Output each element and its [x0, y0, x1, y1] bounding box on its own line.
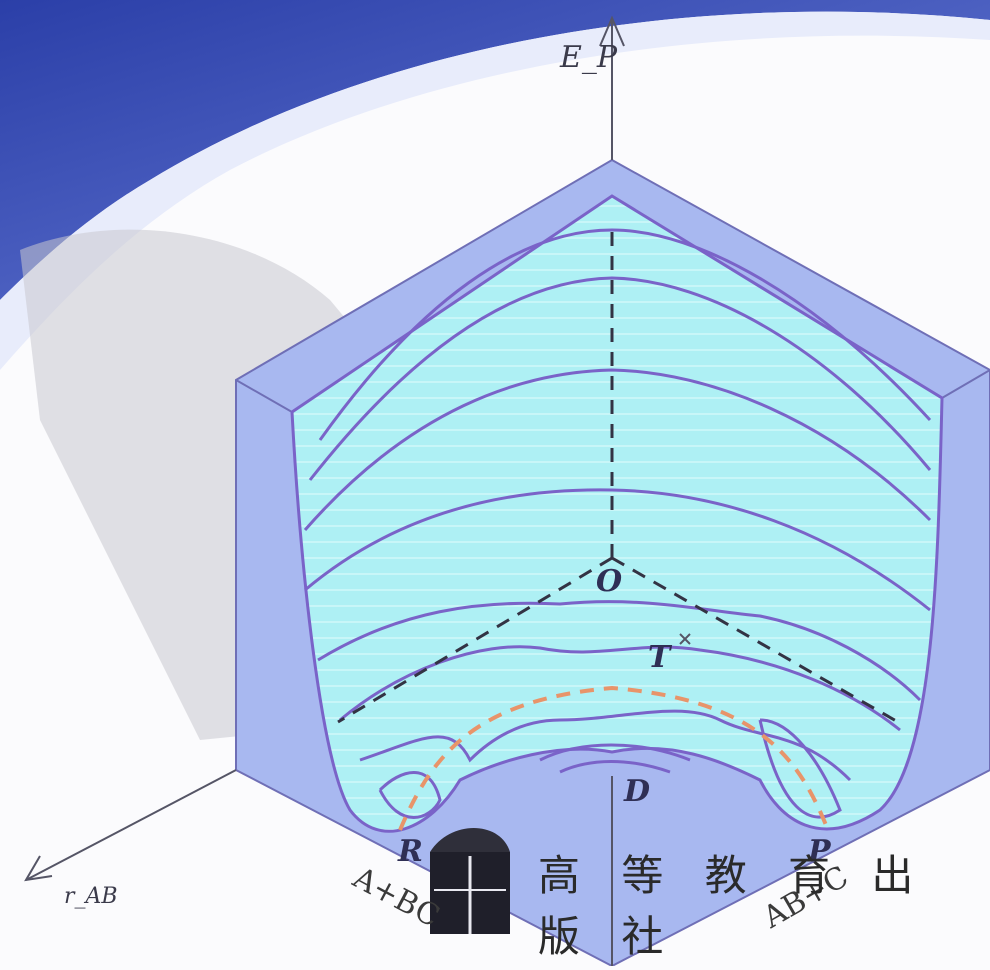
- background-swoosh: [0, 0, 990, 300]
- point-label-dissociation: D: [624, 774, 651, 809]
- point-label-product: P: [808, 834, 831, 869]
- publisher-name: 高 等 教 育 出 版 社: [538, 851, 928, 961]
- contour-line-10: [539, 743, 691, 762]
- contour-line-1: [318, 228, 932, 441]
- axis-left-arrow: [24, 855, 53, 882]
- point-label-reactant: R: [398, 834, 423, 869]
- contour-line-8: [378, 771, 442, 819]
- cube-edge-right: [941, 369, 990, 399]
- contour-line-7: [359, 709, 852, 782]
- axis-vertical-arrow: [599, 15, 625, 47]
- contour-line-4: [304, 488, 931, 612]
- dashed-coordinate-lines: [337, 232, 899, 724]
- contour-line-6: [339, 645, 901, 732]
- axis-label-rab: r_AB: [64, 884, 118, 909]
- contour-line-5: [317, 600, 922, 702]
- contour-line-2: [308, 276, 932, 481]
- transition-state-marker: [679, 633, 691, 645]
- axis-label-energy: E_P: [560, 40, 618, 75]
- dashed-right: [611, 556, 899, 724]
- axes: [24, 15, 625, 882]
- cube-edge-left: [235, 379, 293, 413]
- dashed-left: [337, 556, 613, 724]
- axis-left: [25, 769, 237, 881]
- contour-line-11: [559, 760, 671, 774]
- point-label-origin: O: [596, 564, 623, 599]
- potential-surface: [290, 194, 944, 833]
- contour-line-9: [758, 718, 842, 819]
- contour-line-3: [303, 368, 932, 531]
- contour-lines: [303, 228, 932, 819]
- point-label-transition-state: T: [648, 640, 671, 675]
- reaction-path: [398, 685, 830, 831]
- publisher-logo: [430, 828, 510, 934]
